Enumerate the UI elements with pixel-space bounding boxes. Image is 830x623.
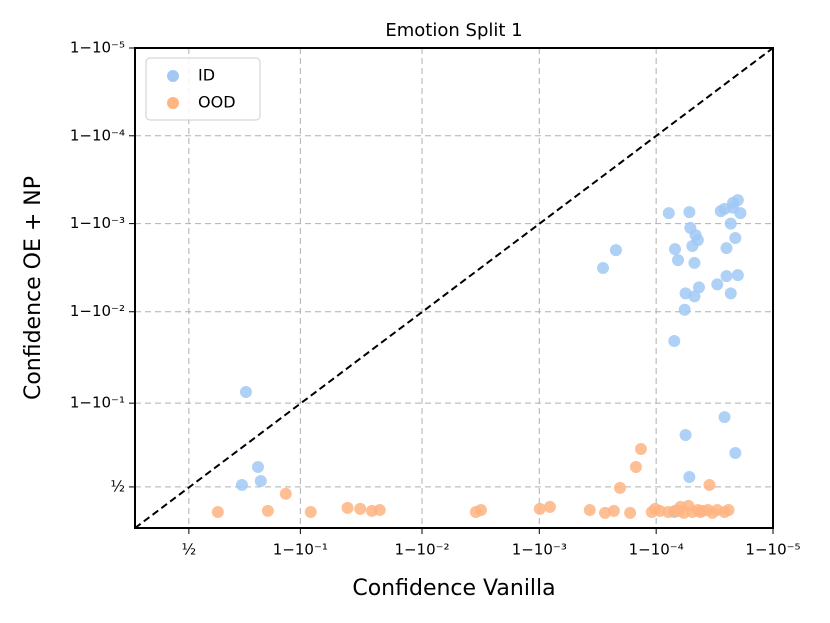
point (607, 504, 620, 517)
point (254, 474, 267, 487)
point (718, 411, 731, 424)
point (668, 335, 681, 348)
point (533, 502, 546, 515)
point (629, 460, 642, 473)
x-tick-label: 1−10⁻³ (512, 541, 567, 559)
point (474, 504, 487, 517)
point (694, 506, 707, 519)
x-tick-label: 1−10⁻² (394, 541, 449, 559)
legend-marker (167, 70, 179, 82)
y-tick-label: 1−10⁻⁴ (70, 126, 125, 144)
point (724, 287, 737, 300)
point (613, 481, 626, 494)
point (662, 506, 675, 519)
point (597, 262, 610, 275)
y-tick-label: ½ (110, 477, 125, 495)
point (729, 446, 742, 459)
point (703, 478, 716, 491)
point (731, 269, 744, 282)
point (239, 385, 252, 398)
point (691, 234, 704, 247)
point (720, 270, 733, 283)
point (668, 243, 681, 256)
legend-label: ID (198, 66, 215, 85)
point (720, 242, 733, 255)
point (711, 278, 724, 291)
legend-marker (167, 97, 179, 109)
point (624, 506, 637, 519)
point (634, 443, 647, 456)
point (678, 303, 691, 316)
point (235, 478, 248, 491)
chart-title: Emotion Split 1 (385, 20, 522, 41)
x-tick-label: 1−10⁻¹ (273, 541, 328, 559)
y-tick-label: 1−10⁻² (70, 302, 125, 320)
x-axis-label: Confidence Vanilla (352, 576, 555, 601)
diagonal (134, 47, 774, 529)
point (722, 504, 735, 517)
point (354, 502, 367, 515)
point (609, 244, 622, 257)
point (692, 281, 705, 294)
point (211, 506, 224, 519)
y-axis-label: Confidence OE + NP (21, 176, 46, 400)
point (304, 506, 317, 519)
point (679, 429, 692, 442)
point (583, 504, 596, 517)
y-tick-label: 1−10⁻⁵ (70, 39, 125, 57)
legend-label: OOD (198, 93, 236, 112)
point (662, 207, 675, 220)
plot-frame (134, 47, 774, 529)
point (649, 502, 662, 515)
point (279, 487, 292, 500)
point (683, 206, 696, 219)
point (543, 500, 556, 513)
x-tick-label: 1−10⁻⁵ (745, 541, 800, 559)
x-tick-label: ½ (182, 541, 197, 559)
point (688, 256, 701, 269)
point (724, 217, 737, 230)
point (679, 287, 692, 300)
point (683, 470, 696, 483)
point (672, 504, 685, 517)
y-tick-label: 1−10⁻³ (70, 214, 125, 232)
point (729, 232, 742, 245)
x-tick-label: 1−10⁻⁴ (629, 541, 684, 559)
point (251, 460, 264, 473)
y-tick-label: 1−10⁻¹ (70, 394, 125, 412)
point (734, 207, 747, 220)
point (672, 254, 685, 267)
point (731, 194, 744, 207)
point (261, 504, 274, 517)
point (373, 504, 386, 517)
point (341, 501, 354, 514)
